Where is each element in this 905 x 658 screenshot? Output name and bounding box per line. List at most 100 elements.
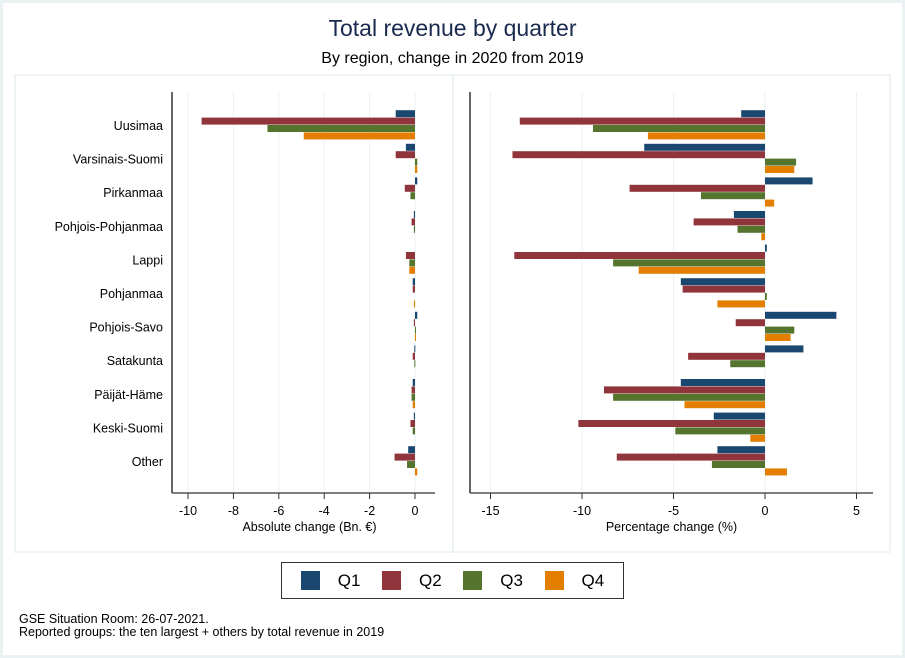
bar-q3 (413, 225, 415, 233)
x-axis-title: Percentage change (%) (606, 520, 737, 534)
bar-q2 (411, 218, 415, 226)
bar-q4 (765, 334, 791, 341)
bar-q1 (412, 278, 415, 286)
bar-q1 (680, 379, 765, 386)
bar-q4 (415, 334, 416, 341)
bar-q2 (395, 151, 415, 159)
bar-q2 (412, 352, 415, 360)
bar-q2 (603, 386, 765, 394)
panel-absolute-change: Uusimaa Varsinais-Suomi Pirkanmaa Pohjois-P… (55, 92, 435, 534)
bar-q4 (647, 132, 765, 140)
x-tick-label: -10 (179, 504, 197, 518)
bar-q3 (700, 192, 765, 200)
bar-q1 (765, 177, 813, 185)
chart-title: Total revenue by quarter (328, 15, 577, 41)
x-tick-label: -8 (228, 504, 239, 518)
bar-q4 (303, 132, 415, 140)
category-label: Lappi (132, 253, 163, 267)
bar-q1 (412, 379, 415, 386)
legend-label-q3: Q3 (500, 570, 523, 590)
bar-q1 (717, 446, 765, 454)
bar-q1 (415, 177, 418, 185)
legend: Q1 Q2 Q3 Q4 (281, 562, 624, 599)
x-tick-label: 5 (853, 504, 860, 518)
legend-swatch-q4 (544, 571, 564, 590)
legend-swatch-q2 (382, 571, 402, 590)
bar-q4 (412, 401, 415, 409)
bar-q2 (688, 352, 765, 360)
bar-q1 (765, 244, 767, 252)
bar-q3 (407, 461, 415, 468)
bar-q3 (415, 158, 418, 166)
source-note: GSE Situation Room: 26-07-2021. (19, 612, 209, 626)
bar-q1 (415, 311, 418, 319)
bar-q1 (765, 311, 837, 319)
x-tick-label: -6 (273, 504, 284, 518)
bar-q3 (410, 192, 415, 200)
bar-q4 (415, 166, 418, 173)
bar-q1 (414, 345, 416, 353)
bar-q4 (765, 166, 795, 173)
bar-q3 (730, 360, 765, 368)
legend-swatch-q3 (463, 571, 483, 590)
bar-q4 (638, 266, 765, 274)
bar-q4 (765, 468, 787, 476)
panel-frame-left (14, 74, 454, 553)
bar-q2 (201, 117, 415, 125)
panel-percentage-change: -15 -10 -5 0 5 Percentage change (%) (469, 92, 873, 534)
category-label: Other (132, 455, 163, 469)
category-label: Varsinais-Suomi (73, 153, 163, 167)
bar-q2 (616, 453, 765, 461)
bar-q1 (405, 143, 415, 151)
x-tick-label: -10 (573, 504, 591, 518)
bar-q3 (415, 326, 416, 334)
bar-q3 (765, 293, 767, 300)
bar-q3 (613, 393, 765, 401)
bar-q2 (514, 252, 765, 259)
bar-q2 (519, 117, 765, 125)
bar-q2 (411, 386, 415, 394)
x-axis-title: Absolute change (Bn. €) (242, 520, 376, 534)
bar-q2 (735, 319, 765, 327)
bar-q4 (684, 401, 765, 409)
bar-q3 (267, 125, 415, 132)
bar-q2 (404, 184, 415, 192)
bar-q1 (395, 110, 415, 118)
bar-q4 (765, 199, 775, 207)
bar-q3 (765, 326, 795, 334)
bar-q3 (409, 259, 415, 267)
bar-q2 (578, 420, 765, 427)
bar-q3 (711, 461, 765, 468)
bar-q1 (765, 345, 804, 353)
bar-q1 (413, 211, 415, 218)
category-label: Satakunta (107, 354, 163, 368)
bar-q2 (682, 285, 765, 293)
bar-q2 (629, 184, 765, 192)
category-label: Pirkanmaa (103, 186, 163, 200)
x-tick-label: -2 (364, 504, 375, 518)
bar-q3 (737, 225, 765, 233)
x-tick-label: -15 (481, 504, 499, 518)
x-tick-label: 0 (762, 504, 769, 518)
bar-q1 (644, 143, 765, 151)
category-label: Pohjanmaa (100, 287, 163, 301)
category-label: Uusimaa (114, 119, 163, 133)
legend-item-q4: Q4 (544, 571, 604, 591)
x-tick-label: -5 (668, 504, 679, 518)
bar-q2 (394, 453, 415, 461)
bar-q1 (680, 278, 765, 286)
bar-q2 (693, 218, 765, 226)
bar-q3 (592, 125, 765, 132)
bar-q2 (405, 252, 415, 259)
bar-q3 (765, 158, 797, 166)
bar-q2 (512, 151, 765, 159)
groups-note: Reported groups: the ten largest + other… (19, 625, 385, 639)
legend-label-q1: Q1 (337, 570, 361, 590)
bar-q2 (412, 285, 415, 293)
bar-q4 (415, 468, 418, 476)
bar-q1 (413, 412, 415, 420)
bar-q1 (733, 211, 765, 218)
category-label: Pohjois-Pohjanmaa (55, 220, 163, 234)
category-label: Pohjois-Savo (89, 321, 163, 335)
legend-item-q1: Q1 (300, 570, 361, 591)
